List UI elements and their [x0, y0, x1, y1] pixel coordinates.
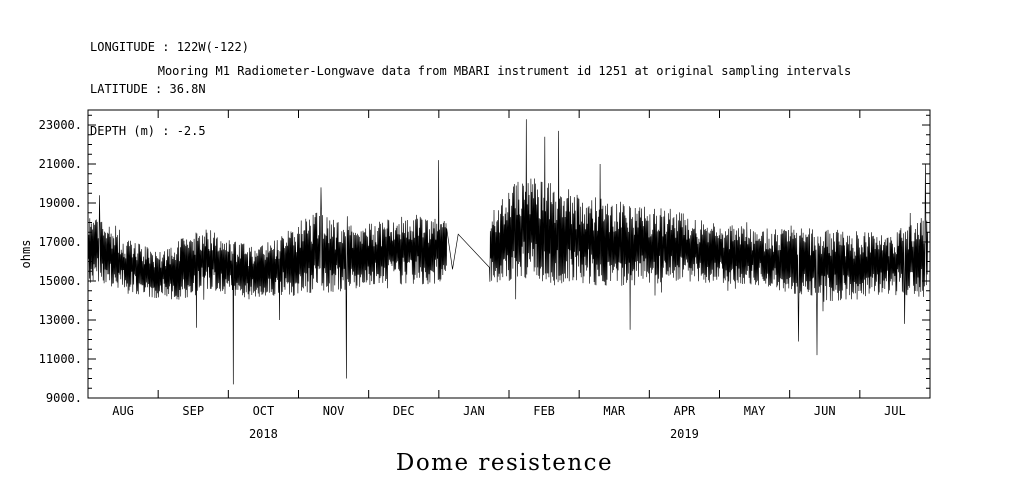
x-month-label: APR: [674, 404, 696, 418]
y-tick-label: 23000.: [39, 118, 82, 132]
x-month-label: JAN: [463, 404, 485, 418]
depth-label: DEPTH (m) : -2.5: [90, 124, 206, 138]
x-year-label: 2019: [670, 427, 699, 441]
x-month-label: MAR: [603, 404, 625, 418]
figure-caption: Dome resistence: [395, 450, 614, 476]
y-tick-label: 17000.: [39, 235, 82, 249]
x-month-label: MAY: [744, 404, 766, 418]
x-month-label: JUN: [814, 404, 836, 418]
y-tick-label: 19000.: [39, 196, 82, 210]
y-tick-label: 11000.: [39, 352, 82, 366]
x-month-label: NOV: [323, 404, 345, 418]
y-tick-label: 21000.: [39, 157, 82, 171]
x-year-label: 2018: [249, 427, 278, 441]
y-tick-label: 15000.: [39, 274, 82, 288]
plot-title: Mooring M1 Radiometer-Longwave data from…: [157, 64, 852, 78]
y-tick-label: 13000.: [39, 313, 82, 327]
x-month-label: JUL: [884, 404, 906, 418]
x-month-label: AUG: [112, 404, 134, 418]
longitude-label: LONGITUDE : 122W(-122): [90, 40, 249, 54]
location-header: LONGITUDE : 122W(-122) LATITUDE : 36.8N …: [90, 12, 249, 166]
x-month-label: FEB: [533, 404, 555, 418]
x-month-label: DEC: [393, 404, 415, 418]
y-tick-label: 9000.: [46, 391, 82, 405]
y-axis-label: ohms: [19, 240, 33, 269]
x-month-label: SEP: [182, 404, 204, 418]
x-month-label: OCT: [253, 404, 275, 418]
latitude-label: LATITUDE : 36.8N: [90, 82, 206, 96]
dome-resistance-series: [87, 119, 929, 385]
